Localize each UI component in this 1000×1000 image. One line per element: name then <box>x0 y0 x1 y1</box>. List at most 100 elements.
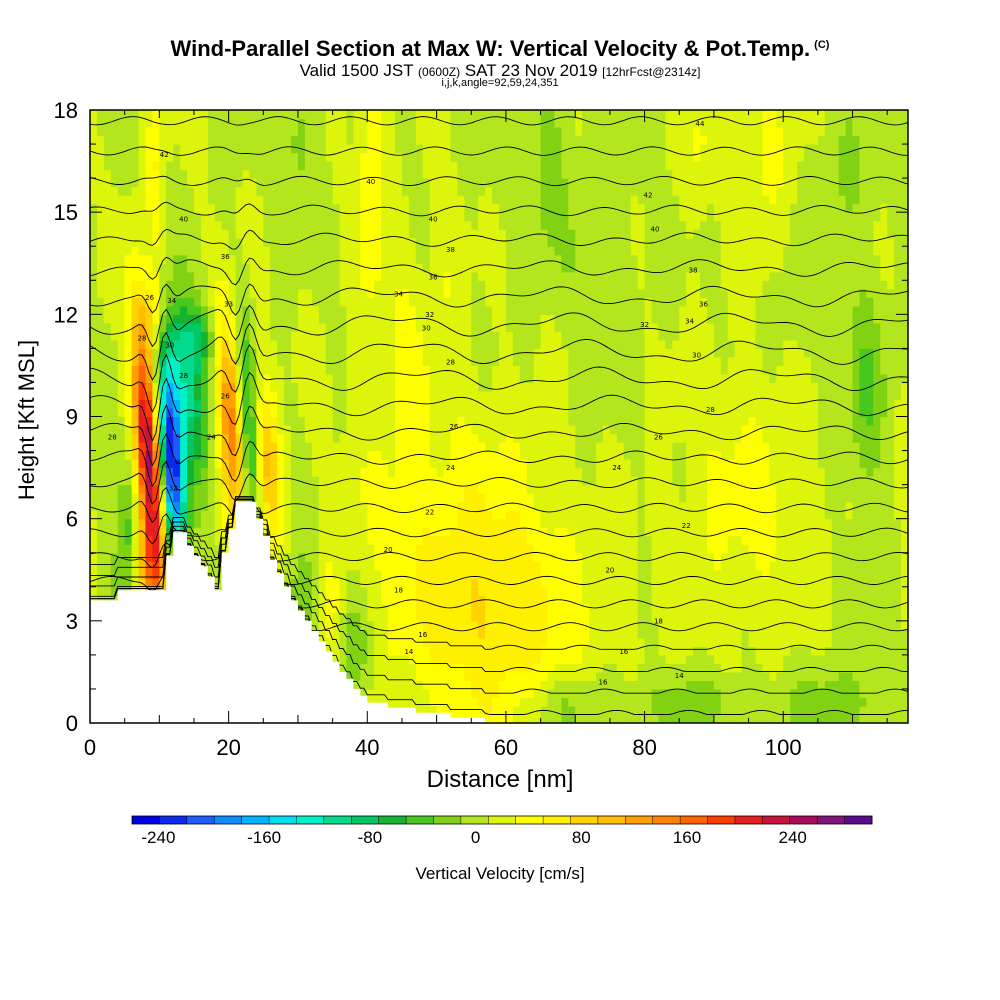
w-cell <box>242 459 251 469</box>
w-cell <box>526 629 535 639</box>
w-cell <box>873 603 881 613</box>
w-cell <box>325 544 334 554</box>
w-cell <box>630 484 639 494</box>
w-cell <box>582 714 590 723</box>
w-cell <box>596 688 604 699</box>
w-cell <box>325 407 334 418</box>
w-cell <box>623 680 632 690</box>
w-cell <box>374 450 382 460</box>
w-cell <box>464 603 472 613</box>
w-cell <box>124 569 133 579</box>
w-cell <box>297 586 306 596</box>
w-cell <box>665 527 673 537</box>
w-cell <box>845 697 854 707</box>
w-cell <box>207 518 216 528</box>
w-cell <box>623 450 632 460</box>
w-cell <box>901 680 908 690</box>
w-cell <box>457 586 465 596</box>
w-cell <box>360 459 368 469</box>
w-cell <box>554 501 562 511</box>
w-cell <box>783 637 791 647</box>
w-cell <box>672 365 680 375</box>
w-cell <box>894 365 902 375</box>
w-cell <box>450 697 458 707</box>
w-cell <box>727 459 736 469</box>
w-cell <box>741 390 750 401</box>
w-cell <box>346 578 355 588</box>
w-cell <box>568 552 576 562</box>
subtitle-utc-time: (0600Z) <box>418 65 461 79</box>
w-cell <box>395 382 403 392</box>
w-cell <box>776 586 784 596</box>
w-cell <box>755 407 764 418</box>
w-cell <box>408 620 417 630</box>
w-cell <box>443 373 452 384</box>
w-cell <box>824 595 833 605</box>
w-cell <box>838 450 847 460</box>
w-cell <box>845 561 854 571</box>
w-cell <box>159 390 167 401</box>
w-cell <box>207 416 216 426</box>
w-cell <box>852 407 861 418</box>
w-cell <box>395 484 403 494</box>
w-cell <box>443 382 452 392</box>
w-cell <box>838 467 847 477</box>
w-cell <box>519 382 528 392</box>
w-cell <box>665 365 673 375</box>
w-cell <box>637 603 646 613</box>
w-cell <box>110 493 119 503</box>
w-cell <box>152 365 160 375</box>
w-cell <box>519 510 528 520</box>
w-cell <box>720 612 729 622</box>
w-cell <box>589 476 597 486</box>
w-cell <box>291 356 299 367</box>
w-cell <box>623 390 632 401</box>
w-cell <box>471 561 479 571</box>
w-cell <box>145 459 153 469</box>
w-cell <box>395 578 403 588</box>
w-cell <box>713 407 722 418</box>
w-cell <box>159 373 167 384</box>
w-cell <box>457 518 465 528</box>
w-cell <box>672 620 680 630</box>
w-cell <box>776 663 784 673</box>
w-cell <box>311 561 320 571</box>
w-cell <box>741 544 750 554</box>
w-cell <box>693 646 701 656</box>
w-cell <box>436 603 445 613</box>
w-cell <box>651 714 660 723</box>
w-cell <box>450 365 458 375</box>
w-cell <box>200 356 209 367</box>
w-cell <box>686 654 694 664</box>
w-cell <box>817 629 826 639</box>
w-cell <box>284 459 292 469</box>
w-cell <box>346 612 355 622</box>
w-cell <box>672 595 680 605</box>
w-cell <box>367 484 375 494</box>
w-cell <box>596 518 604 528</box>
w-cell <box>464 510 472 520</box>
w-cell <box>623 510 632 520</box>
w-cell <box>422 612 431 622</box>
w-cell <box>360 442 368 452</box>
w-cell <box>686 552 694 562</box>
w-cell <box>609 629 618 639</box>
w-cell <box>568 373 576 384</box>
w-cell <box>284 407 292 418</box>
w-cell <box>90 493 98 503</box>
w-cell <box>291 484 299 494</box>
w-cell <box>360 586 368 596</box>
w-cell <box>582 433 590 443</box>
w-cell <box>623 484 632 494</box>
w-cell <box>783 620 791 630</box>
w-cell <box>852 544 861 554</box>
w-cell <box>478 688 486 699</box>
w-cell <box>401 527 410 537</box>
w-cell <box>866 484 874 494</box>
w-cell <box>665 390 673 401</box>
w-cell <box>547 442 556 452</box>
w-cell <box>748 442 757 452</box>
w-cell <box>505 586 514 596</box>
w-cell <box>367 646 375 656</box>
w-cell <box>651 595 660 605</box>
